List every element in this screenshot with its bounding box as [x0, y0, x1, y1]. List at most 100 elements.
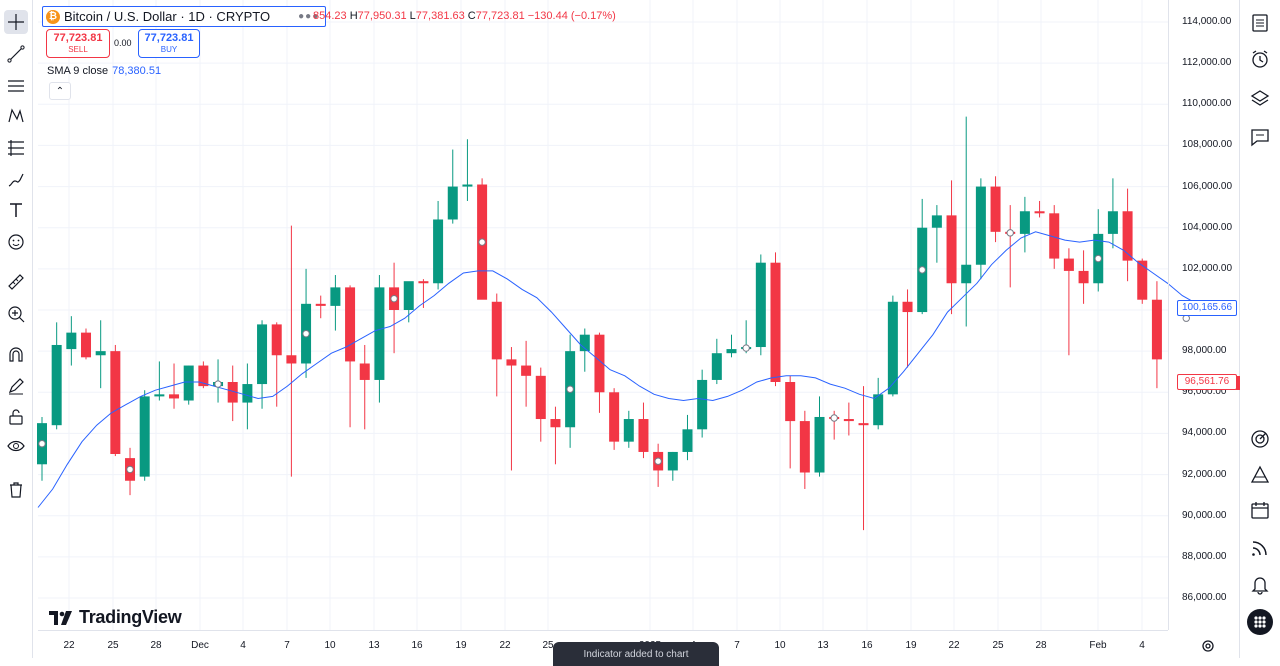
sell-label: SELL	[68, 45, 88, 54]
candle-body	[154, 394, 165, 397]
sma-label: SMA 9 close	[47, 65, 109, 77]
chevron-up-icon: ⌃	[55, 85, 65, 97]
candle-body	[1019, 211, 1030, 234]
candle-body	[990, 186, 1001, 232]
candle-body	[535, 375, 546, 420]
price-tick-label: 90,000.00	[1182, 509, 1227, 521]
pattern-icon[interactable]	[4, 104, 28, 128]
candle-body	[359, 363, 370, 380]
zoom-in-icon[interactable]	[4, 302, 28, 326]
candle-body	[667, 451, 678, 471]
lock-icon[interactable]	[4, 405, 28, 429]
stay-in-drawing-icon[interactable]	[4, 374, 28, 398]
candle-body	[139, 396, 150, 477]
candle-body	[1049, 213, 1060, 259]
candle-body	[271, 324, 282, 356]
sma-legend[interactable]: SMA 9 close 78,380.51	[47, 65, 161, 77]
candle-body	[961, 264, 972, 284]
ruler-icon[interactable]	[4, 270, 28, 294]
candle-body	[462, 184, 473, 187]
price-tick-label: 106,000.00	[1182, 180, 1233, 192]
sell-price: 77,723.81	[53, 32, 103, 44]
target-icon[interactable]	[1247, 426, 1273, 452]
candle-body	[623, 419, 634, 442]
date-tick-label: 28	[150, 640, 162, 651]
date-tick-label: 22	[63, 640, 75, 651]
emoji-icon[interactable]	[4, 230, 28, 254]
sma-price-marker: 100,165.66	[1177, 299, 1237, 316]
candle-body	[858, 423, 869, 426]
more-options-icon[interactable]: ●●●	[298, 11, 320, 22]
price-tick-label: 112,000.00	[1182, 57, 1232, 69]
candle-body	[1151, 299, 1162, 360]
brush-icon[interactable]	[4, 168, 28, 192]
candle-body	[638, 419, 649, 452]
trend-line-icon[interactable]	[4, 42, 28, 66]
event-marker	[1006, 229, 1014, 237]
candle-body	[1078, 270, 1089, 284]
candle-body	[403, 281, 414, 310]
buy-label: BUY	[160, 45, 178, 54]
notification-bell-icon[interactable]	[1247, 571, 1273, 597]
ohlc-readout: 854.23 H77,950.31 L77,381.63 C77,723.81 …	[313, 10, 616, 22]
date-tick-label: 28	[1035, 640, 1047, 651]
crosshair-icon[interactable]	[4, 10, 28, 34]
chat-icon[interactable]	[1247, 124, 1273, 150]
candle-body	[1122, 211, 1133, 261]
date-tick-label: 16	[861, 640, 873, 651]
candle-body	[711, 353, 722, 380]
candle-body	[95, 351, 106, 356]
price-tick-label: 108,000.00	[1182, 139, 1233, 151]
candle-body	[609, 392, 620, 442]
high-value: 77,950.31	[357, 10, 407, 22]
tradingview-logo[interactable]: TradingView	[49, 607, 182, 628]
calendar-icon[interactable]	[1247, 497, 1273, 523]
trash-icon[interactable]	[4, 478, 28, 502]
text-icon[interactable]	[4, 198, 28, 222]
alarm-clock-icon[interactable]	[1247, 46, 1273, 72]
event-marker	[1182, 314, 1190, 322]
price-tick-label: 98,000.00	[1182, 345, 1227, 357]
event-marker	[38, 440, 46, 448]
candle-body	[418, 281, 429, 284]
news-feed-icon[interactable]	[1247, 535, 1273, 561]
candle-body	[975, 186, 986, 265]
candle-body	[755, 262, 766, 348]
date-tick-label: 4	[240, 640, 246, 651]
collapse-legend-button[interactable]: ⌃	[49, 82, 71, 100]
event-marker	[390, 294, 398, 303]
watchlist-icon[interactable]	[1247, 10, 1273, 36]
close-value: 77,723.81	[475, 10, 525, 22]
symbol-legend[interactable]: ₿ Bitcoin / U.S. Dollar · 1D · CRYPTO ●●…	[42, 6, 327, 27]
price-tick-label: 110,000.00	[1182, 98, 1232, 110]
ideas-icon[interactable]	[1247, 462, 1273, 488]
candle-body	[931, 215, 942, 228]
spread-value: 0.00	[114, 38, 132, 48]
apps-grid-icon[interactable]	[1247, 609, 1273, 635]
price-tick-label: 92,000.00	[1182, 468, 1227, 480]
settings-gear-icon[interactable]	[1200, 638, 1216, 654]
eye-icon[interactable]	[4, 434, 28, 458]
candle-body	[682, 429, 693, 452]
candle-body	[697, 379, 708, 430]
candle-body	[66, 332, 77, 350]
fib-retracement-icon[interactable]	[4, 136, 28, 160]
logo-text: TradingView	[79, 607, 182, 627]
buy-button[interactable]: 77,723.81 BUY	[138, 29, 200, 58]
horizontal-lines-icon[interactable]	[4, 74, 28, 98]
date-tick-label: 7	[284, 640, 290, 651]
close-key: C	[467, 10, 476, 22]
price-tick-label: 114,000.00	[1182, 16, 1232, 27]
candle-body	[257, 324, 268, 385]
candle-body	[110, 351, 121, 454]
date-tick-label: 4	[1139, 640, 1145, 651]
price-tick-label: 104,000.00	[1182, 221, 1233, 233]
price-tick-label: 88,000.00	[1182, 550, 1227, 562]
magnet-icon[interactable]	[4, 343, 28, 367]
sell-button[interactable]: 77,723.81 SELL	[46, 29, 110, 58]
candle-body	[579, 334, 590, 352]
price-tick-label: 94,000.00	[1182, 427, 1227, 439]
price-tick-label: 86,000.00	[1182, 592, 1227, 603]
layers-icon[interactable]	[1247, 86, 1273, 112]
